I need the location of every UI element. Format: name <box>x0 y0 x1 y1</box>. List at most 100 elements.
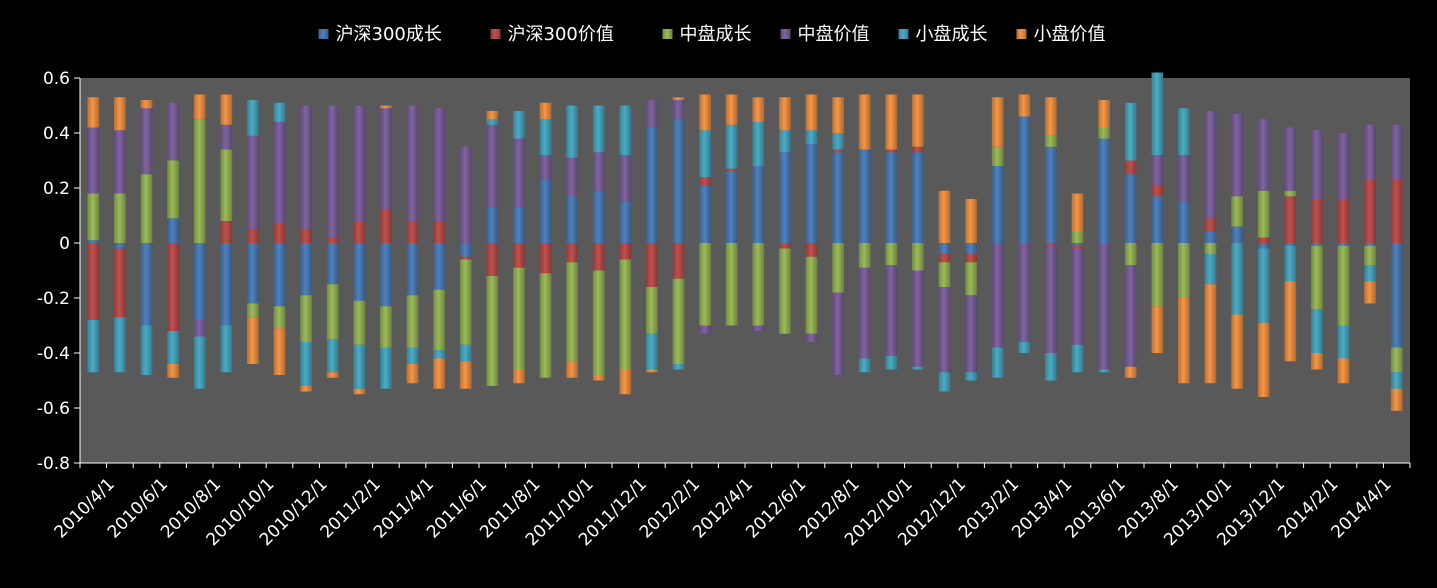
bar-segment <box>938 254 951 263</box>
bar-segment <box>220 149 233 221</box>
bar-segment <box>87 243 100 320</box>
bar-segment <box>779 248 791 334</box>
y-tick-label: -0.4 <box>37 344 70 364</box>
bar-segment <box>1045 146 1057 243</box>
bar-segment <box>193 336 206 389</box>
bar-segment <box>858 149 871 243</box>
bar-segment <box>1124 265 1137 367</box>
bar-segment <box>912 270 924 367</box>
bar-segment <box>779 130 791 153</box>
bar-segment <box>699 325 711 334</box>
y-tick-label: 0 <box>59 234 70 254</box>
bar-segment <box>1071 245 1084 249</box>
legend-item: 中盘价值 <box>780 24 870 45</box>
bar-segment <box>220 221 233 243</box>
bar-segment <box>459 243 472 257</box>
bar-segment <box>1071 232 1084 243</box>
bar-segment <box>566 262 578 362</box>
bar-segment <box>1231 196 1243 227</box>
bar-segment <box>912 152 924 243</box>
bar-segment <box>353 388 366 395</box>
bar-segment <box>672 97 685 100</box>
bar-segment <box>140 108 153 175</box>
bar-segment <box>539 243 552 274</box>
bar-segment <box>433 243 445 290</box>
bar-segment <box>832 243 844 293</box>
bar-segment <box>619 259 632 370</box>
legend-label: 沪深300成长 <box>336 24 442 45</box>
bar-segment <box>486 276 499 386</box>
bar-segment <box>646 369 658 373</box>
legend-swatch-5 <box>1016 29 1027 39</box>
bar-segment <box>938 243 951 254</box>
bar-segment <box>1231 226 1243 243</box>
bar-segment <box>167 331 179 364</box>
bar-segment <box>247 100 259 136</box>
bar-segment <box>752 122 765 166</box>
bar-segment <box>486 243 499 276</box>
bar-segment <box>353 300 366 345</box>
bar-segment <box>539 155 552 180</box>
bar-segment <box>592 152 605 191</box>
bar-segment <box>699 177 711 186</box>
bar-segment <box>220 124 233 150</box>
bar-segment <box>1257 322 1270 397</box>
bar-segment <box>1311 199 1323 243</box>
bar-segment <box>459 361 472 389</box>
bar-segment <box>167 218 179 243</box>
bar-segment <box>273 122 286 224</box>
bar-segment <box>1337 358 1350 384</box>
bar-segment <box>140 243 153 326</box>
bar-segment <box>433 108 445 221</box>
bar-segment <box>247 135 259 230</box>
bar-segment <box>326 372 339 378</box>
bar-segment <box>513 207 525 243</box>
bar-segment <box>114 317 126 373</box>
bar-segment <box>167 160 179 219</box>
bar-segment <box>991 97 1004 147</box>
bar-segment <box>114 97 126 131</box>
legend-item: 中盘成长 <box>662 24 752 45</box>
bar-segment <box>513 111 525 139</box>
bar-segment <box>832 97 844 133</box>
bar-segment <box>672 278 685 364</box>
bar-segment <box>1257 119 1270 191</box>
bar-segment <box>1098 100 1110 128</box>
bar-segment <box>646 100 658 128</box>
bar-segment <box>1204 254 1217 285</box>
bar-segment <box>273 102 286 122</box>
bar-segment <box>1204 232 1217 243</box>
bar-segment <box>699 185 711 243</box>
bar-segment <box>193 119 206 243</box>
bar-segment <box>1071 193 1084 232</box>
bar-segment <box>1311 309 1323 353</box>
legend-swatch-0 <box>318 29 329 39</box>
bar-segment <box>326 284 339 340</box>
legend-label: 中盘成长 <box>680 24 752 45</box>
bar-segment <box>991 166 1004 243</box>
bar-segment <box>459 344 472 362</box>
bar-segment <box>513 267 525 370</box>
bar-segment <box>406 105 419 221</box>
bar-segment <box>619 155 632 202</box>
bar-segment <box>965 262 977 296</box>
bar-segment <box>1311 245 1323 309</box>
bar-segment <box>592 270 605 375</box>
bar-segment <box>193 320 206 337</box>
bar-segment <box>459 146 472 243</box>
bar-segment <box>885 355 898 370</box>
bar-segment <box>486 124 499 208</box>
bar-segment <box>87 320 100 373</box>
bar-segment <box>380 210 392 243</box>
bar-segment <box>1390 179 1403 243</box>
bar-segment <box>752 166 765 243</box>
bar-segment <box>406 221 419 243</box>
legend-swatch-2 <box>662 29 673 39</box>
legend-item: 沪深300价值 <box>490 24 614 45</box>
legend-label: 中盘价值 <box>798 24 870 45</box>
bar-segment <box>805 243 818 257</box>
bar-segment <box>459 259 472 345</box>
bar-segment <box>805 256 818 334</box>
bar-segment <box>380 347 392 389</box>
bar-segment <box>858 243 871 268</box>
